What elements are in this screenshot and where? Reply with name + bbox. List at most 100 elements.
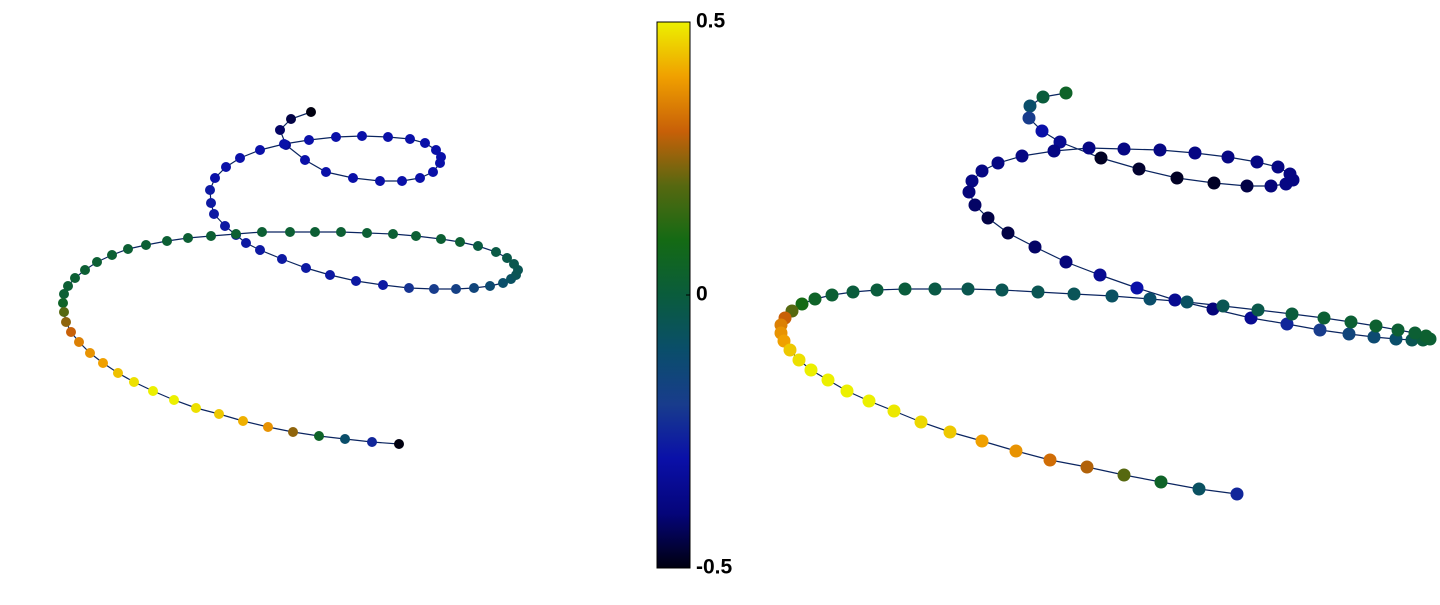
point — [383, 132, 393, 142]
point — [1080, 460, 1094, 474]
point — [792, 353, 806, 367]
point — [825, 288, 839, 302]
point — [795, 297, 809, 311]
point — [981, 211, 995, 225]
point — [1264, 179, 1278, 193]
point — [288, 427, 298, 437]
point — [1130, 281, 1144, 295]
point — [1188, 146, 1202, 160]
point — [870, 283, 884, 297]
point — [92, 257, 102, 267]
point — [1067, 287, 1081, 301]
point — [1023, 99, 1037, 113]
point — [1280, 317, 1294, 331]
point — [451, 284, 461, 294]
point — [808, 292, 822, 306]
point — [63, 281, 73, 291]
point — [420, 138, 430, 148]
point — [1271, 160, 1285, 174]
point — [340, 434, 350, 444]
point — [98, 358, 108, 368]
point — [235, 153, 245, 163]
point — [431, 145, 441, 155]
point — [1285, 307, 1299, 321]
point — [887, 404, 901, 418]
point — [306, 107, 316, 117]
point — [255, 145, 265, 155]
point — [821, 373, 835, 387]
point — [1313, 323, 1327, 337]
point — [321, 167, 331, 177]
point — [286, 114, 296, 124]
point — [221, 162, 231, 172]
point — [1047, 144, 1061, 158]
point — [129, 377, 139, 387]
point — [1206, 302, 1220, 316]
point — [113, 368, 123, 378]
point — [1230, 487, 1244, 501]
point — [473, 241, 483, 251]
point — [1031, 285, 1045, 299]
point — [1391, 323, 1405, 337]
point — [310, 227, 320, 237]
point — [914, 415, 928, 429]
point — [995, 283, 1009, 297]
point — [469, 283, 479, 293]
point — [943, 425, 957, 439]
point — [862, 394, 876, 408]
point — [148, 386, 158, 396]
point — [231, 229, 241, 239]
colorbar-tick-label: 0.5 — [696, 10, 726, 33]
point — [301, 263, 311, 273]
point — [191, 403, 201, 413]
point — [1043, 453, 1057, 467]
point — [279, 139, 289, 149]
point — [304, 135, 314, 145]
point — [169, 395, 179, 405]
point — [991, 156, 1005, 170]
point — [1369, 319, 1383, 333]
point — [428, 167, 438, 177]
point — [1132, 162, 1146, 176]
point — [975, 164, 989, 178]
point — [238, 416, 248, 426]
point — [336, 227, 346, 237]
point — [123, 244, 133, 254]
point — [375, 176, 385, 186]
point — [1035, 124, 1049, 138]
point — [1093, 268, 1107, 282]
point — [1153, 143, 1167, 157]
point — [1192, 482, 1206, 496]
point — [429, 284, 439, 294]
point — [66, 327, 76, 337]
point — [300, 155, 310, 165]
point — [1240, 179, 1254, 193]
point — [491, 247, 501, 257]
point — [107, 250, 117, 260]
point — [1419, 329, 1433, 343]
point — [362, 228, 372, 238]
point — [1059, 86, 1073, 100]
point — [58, 298, 68, 308]
point — [502, 253, 512, 263]
point — [210, 173, 220, 183]
point — [74, 337, 84, 347]
point — [1015, 149, 1029, 163]
point — [351, 276, 361, 286]
point — [70, 273, 80, 283]
point — [846, 285, 860, 299]
point — [314, 431, 324, 441]
point — [1250, 155, 1264, 169]
point — [1022, 111, 1036, 125]
point — [220, 221, 230, 231]
point — [509, 259, 519, 269]
point — [928, 282, 942, 296]
point — [1317, 311, 1331, 325]
point — [1117, 468, 1131, 482]
point — [1094, 151, 1108, 165]
point — [357, 131, 367, 141]
point — [214, 409, 224, 419]
point — [455, 237, 465, 247]
